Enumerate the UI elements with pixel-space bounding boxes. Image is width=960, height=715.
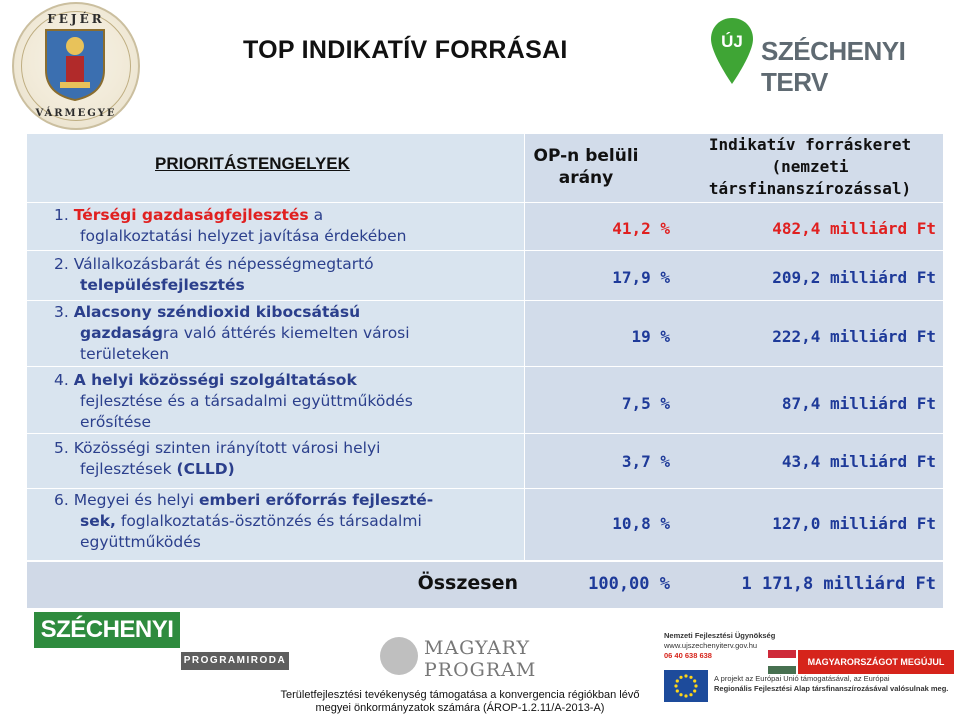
op-share-value: 19 % xyxy=(631,327,670,346)
footer-caption-line1: Területfejlesztési tevékenység támogatás… xyxy=(280,689,640,701)
priority-text: területeken xyxy=(80,345,170,363)
budget-value: 222,4 milliárd Ft xyxy=(772,327,936,346)
nfu-name: Nemzeti Fejlesztési Ügynökség xyxy=(664,631,776,640)
budget-value: 127,0 milliárd Ft xyxy=(772,514,936,533)
budget-value: 482,4 milliárd Ft xyxy=(772,219,936,238)
priorities-header: PRIORITÁSTENGELYEK xyxy=(155,154,350,173)
priority-title-bold: A helyi közösségi szolgáltatások xyxy=(73,371,357,389)
magyary-logo-text-2: PROGRAM xyxy=(424,659,537,681)
hungarian-flag-icon xyxy=(768,650,796,674)
priority-item-1: 1. Térségi gazdaságfejlesztés a foglalko… xyxy=(54,205,406,247)
magyary-logo-text-1: MAGYARY xyxy=(424,637,531,659)
op-share-header: OP-n belüli arány xyxy=(530,145,642,189)
priority-title-bold: emberi erőforrás fejleszté- xyxy=(199,491,434,509)
programiroda-logo: PROGRAMIRODA xyxy=(181,652,289,670)
priority-title-bold: településfejlesztés xyxy=(80,276,245,294)
nfu-url: www.ujszechenyiterv.gov.hu xyxy=(664,641,758,650)
budget-value: 209,2 milliárd Ft xyxy=(772,268,936,287)
portrait-badge-icon xyxy=(380,637,418,675)
op-share-value: 7,5 % xyxy=(621,394,670,413)
total-label: Összesen xyxy=(417,572,518,594)
priority-item-2: 2. Vállalkozásbarát és népességmegtartó … xyxy=(54,254,374,296)
svg-text:ÚJ: ÚJ xyxy=(721,32,743,51)
op-share-value: 41,2 % xyxy=(612,219,670,238)
priority-item-6: 6. Megyei és helyi emberi erőforrás fejl… xyxy=(54,490,433,553)
op-share-value: 10,8 % xyxy=(612,514,670,533)
op-share-value: 3,7 % xyxy=(621,452,670,471)
priority-title-bold: sek, xyxy=(80,512,116,530)
page-title: TOP INDIKATÍV FORRÁSAI xyxy=(243,36,568,64)
priorities-panel xyxy=(27,134,524,560)
priority-text: ra való áttérés kiemelten városi xyxy=(162,324,410,342)
budget-header-line3: társfinanszírozással) xyxy=(708,179,912,198)
priority-number: 1. xyxy=(54,206,74,224)
budget-header-line2: (nemzeti xyxy=(771,157,849,176)
footer-caption: Területfejlesztési tevékenység támogatás… xyxy=(270,689,650,715)
seal-text-bottom: VÁRMEGYE xyxy=(35,108,117,119)
eu-flag-icon xyxy=(664,670,708,702)
fejer-county-seal: FEJÉR VÁRMEGYE xyxy=(12,2,140,130)
priority-item-4: 4. A helyi közösségi szolgáltatások fejl… xyxy=(54,370,413,433)
szechenyi-logo: SZÉCHENYI xyxy=(34,612,180,648)
priority-title-bold: Térségi gazdaságfejlesztés xyxy=(73,206,309,224)
priority-text: erősítése xyxy=(80,413,151,431)
row-divider xyxy=(27,202,943,203)
szt-logo-text: SZÉCHENYI TERV xyxy=(761,36,906,97)
seal-ring xyxy=(21,11,131,121)
magyary-program-logo: MAGYARY PROGRAM xyxy=(380,633,560,689)
uj-szechenyi-terv-logo: ÚJ SZÉCHENYI TERV xyxy=(709,16,949,97)
footer-caption-line2: megyei önkormányzatok számára (ÁROP-1.2.… xyxy=(315,702,605,714)
priority-title-bold: (CLLD) xyxy=(176,460,235,478)
priority-number: 4. xyxy=(54,371,74,389)
priority-text: foglalkoztatás-ösztönzés és társadalmi xyxy=(115,512,422,530)
values-panel xyxy=(524,134,943,560)
priority-item-5: 5. Közösségi szinten irányított városi h… xyxy=(54,438,380,480)
op-share-value: 17,9 % xyxy=(612,268,670,287)
priority-text: Vállalkozásbarát és népességmegtartó xyxy=(73,255,374,273)
column-divider xyxy=(524,134,525,560)
nfu-phone: 06 40 638 638 xyxy=(664,651,712,660)
row-divider xyxy=(27,366,943,367)
priority-number: 6. xyxy=(54,491,74,509)
priority-number: 5. xyxy=(54,439,74,457)
priority-text: fejlesztése és a társadalmi együttműködé… xyxy=(80,392,413,410)
priority-text: együttműködés xyxy=(80,533,201,551)
priority-text: Megyei és helyi xyxy=(73,491,200,509)
priority-number: 3. xyxy=(54,303,74,321)
eu-funding-text: A projekt az Európai Unió támogatásával,… xyxy=(714,674,960,694)
total-budget: 1 171,8 milliárd Ft xyxy=(741,574,936,594)
row-divider xyxy=(27,300,943,301)
priority-title-bold: gazdaság xyxy=(80,324,163,342)
budget-value: 87,4 milliárd Ft xyxy=(781,394,936,413)
budget-value: 43,4 milliárd Ft xyxy=(781,452,936,471)
row-divider xyxy=(27,250,943,251)
row-divider xyxy=(27,433,943,434)
priority-item-3: 3. Alacsony széndioxid kibocsátású gazda… xyxy=(54,302,410,365)
magyarorszagot-megujul-banner: MAGYARORSZÁGOT MEGÚJUL xyxy=(798,650,954,674)
budget-header: Indikatív forráskeret (nemzeti társfinan… xyxy=(690,134,930,200)
priority-title-bold: Alacsony széndioxid kibocsátású xyxy=(73,303,361,321)
row-divider xyxy=(27,488,943,489)
op-share-header-line2: arány xyxy=(558,168,614,188)
total-row-panel xyxy=(27,562,943,608)
map-pin-icon: ÚJ xyxy=(711,18,753,84)
budget-header-line1: Indikatív forráskeret xyxy=(708,135,912,154)
seal-text-top: FEJÉR xyxy=(47,12,105,26)
priority-text: Közösségi szinten irányított városi hely… xyxy=(73,439,381,457)
priority-text: foglalkoztatási helyzet javítása érdekéb… xyxy=(80,227,407,245)
priority-text: fejlesztések xyxy=(80,460,177,478)
eu-text-line-1: A projekt az Európai Unió támogatásával,… xyxy=(714,674,890,683)
priority-number: 2. xyxy=(54,255,74,273)
nfu-block: Nemzeti Fejlesztési Ügynökség www.ujszec… xyxy=(664,631,876,661)
priority-text: a xyxy=(308,206,324,224)
total-op-share: 100,00 % xyxy=(588,574,670,594)
op-share-header-line1: OP-n belüli xyxy=(533,146,639,166)
eu-text-line-2: Regionális Fejlesztési Alap társfinanszí… xyxy=(714,684,949,693)
seal-emblem-icon xyxy=(45,29,105,102)
